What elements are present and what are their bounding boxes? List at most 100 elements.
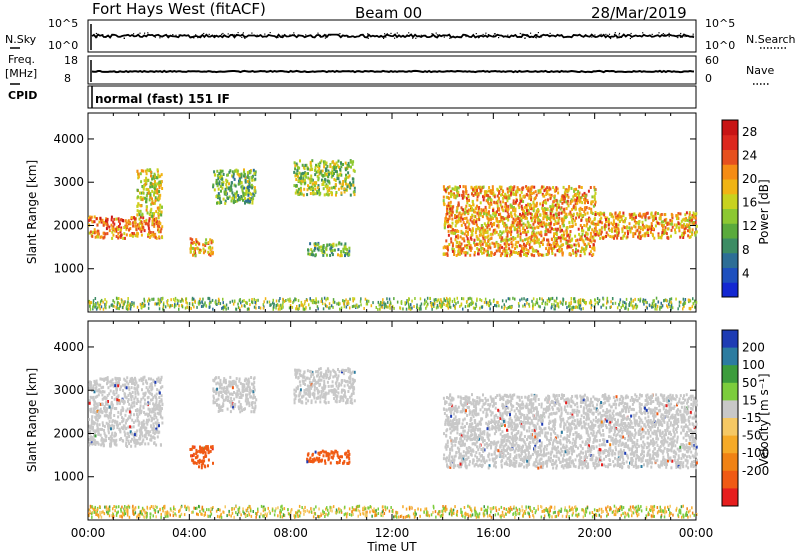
ground-cell [246,302,248,305]
echo-cell [574,235,576,238]
ground-cell [343,302,345,305]
echo-cell [459,241,461,244]
echo-cell [580,219,582,222]
echo-cell [301,193,303,196]
echo-cell [151,428,153,431]
echo-cell [296,172,298,175]
echo-cell [544,201,546,204]
ground-cell [655,303,657,306]
echo-cell [498,207,500,210]
ground-cell [465,305,467,308]
ground-cell [178,304,180,307]
ground-cell [157,302,159,305]
noise-right-tick-bottom: 10^0 [705,39,735,52]
ground-cell [105,306,107,309]
ground-cell [316,299,318,302]
echo-cell [481,252,483,255]
echo-cell [491,199,493,202]
echo-cell [225,179,227,182]
echo-cell [148,377,150,380]
echo-cell [307,252,309,255]
echo-cell [680,212,682,215]
ground-cell [630,304,632,307]
ground-cell [506,307,508,310]
echo-cell [211,241,213,244]
echo-cell [554,238,556,241]
ground-cell [255,301,257,304]
echo-cell [338,188,340,191]
echo-cell [665,226,667,229]
echo-cell [324,178,326,181]
ground-cell [555,300,557,303]
echo-cell [667,227,669,230]
ground-cell [579,304,581,307]
echo-cell [300,182,302,185]
echo-cell [642,234,644,237]
ground-cell [485,298,487,301]
echo-cell [161,376,163,379]
echo-cell [487,212,489,215]
ground-cell [143,298,145,301]
echo-cell [451,218,453,221]
echo-cell [353,169,355,172]
echo-cell [251,176,253,179]
echo-cell [502,222,504,225]
echo-cell [91,443,93,446]
echo-cell [489,228,491,231]
ground-cell [454,298,456,301]
echo-cell [145,222,147,225]
ground-cell [628,308,630,311]
noise-dot [160,36,161,37]
echo-cell [494,195,496,198]
echo-cell [513,251,515,254]
echo-cell [676,217,678,220]
echo-cell [520,239,522,242]
ground-cell [447,302,449,305]
ground-cell [304,308,306,311]
echo-cell [568,189,570,192]
ground-cell [521,298,523,301]
echo-cell [120,412,122,415]
noise-dot [449,38,450,39]
echo-cell [492,185,494,188]
echo-cell [205,242,207,245]
echo-cell [142,382,144,385]
echo-cell [342,180,344,183]
echo-cell [208,247,210,250]
echo-cell [599,237,601,240]
ground-cell [625,303,627,306]
echo-cell [443,246,445,249]
echo-cell [126,436,128,439]
echo-cell [504,205,506,208]
echo-cell [305,172,307,175]
echo-cell [249,182,251,185]
echo-cell [478,248,480,251]
echo-cell [141,169,143,172]
echo-cell [323,250,325,253]
echo-cell [635,222,637,225]
ground-cell [625,306,627,309]
echo-cell [686,223,688,226]
echo-cell [521,245,523,248]
echo-cell [530,186,532,189]
ground-cell [486,301,488,304]
echo-cell [483,186,485,189]
ground-cell [603,298,605,301]
echo-cell [516,224,518,227]
echo-cell [134,225,136,228]
echo-cell [510,204,512,207]
echo-cell [152,219,154,222]
echo-cell [242,199,244,202]
echo-cell [152,431,154,434]
echo-cell [454,215,456,218]
echo-cell [514,247,516,250]
echo-cell [554,245,556,248]
echo-cell [254,178,256,181]
echo-cell [568,185,570,188]
ground-cell [317,305,319,308]
ground-cell [421,303,423,306]
ground-cell [202,305,204,308]
echo-cell [471,220,473,223]
echo-cell [120,385,122,388]
noise-dot [476,33,477,34]
